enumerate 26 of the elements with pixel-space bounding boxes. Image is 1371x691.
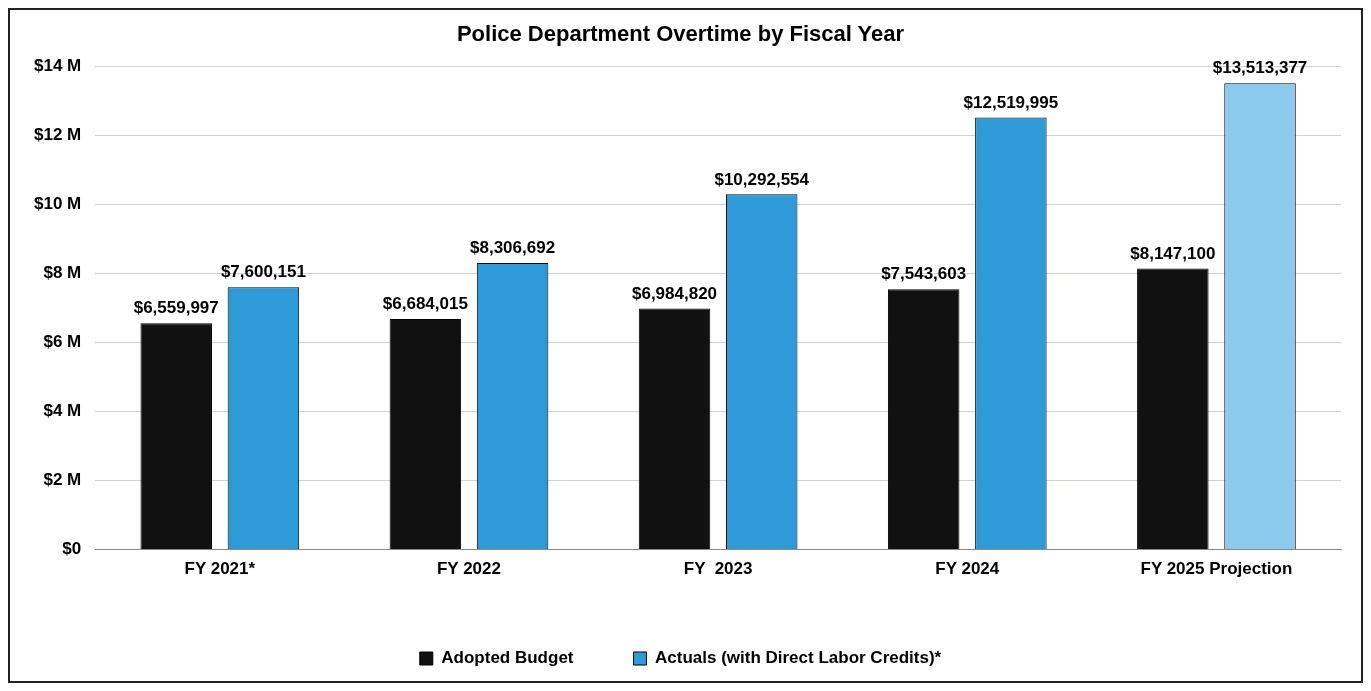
data-label: $6,559,997 <box>133 298 219 318</box>
data-label: $6,984,820 <box>631 283 718 303</box>
data-label: $10,292,554 <box>714 169 810 189</box>
data-label: $13,513,377 <box>1212 58 1308 78</box>
x-tick-label: FY 2023 <box>683 559 753 579</box>
y-tick-label: $8 M <box>43 263 82 283</box>
data-label: $12,519,995 <box>963 92 1059 112</box>
data-label: $7,600,151 <box>220 262 306 282</box>
x-tick-label: FY 2022 <box>436 559 501 579</box>
x-tick-label: FY 2021* <box>184 559 256 579</box>
data-label: $8,306,692 <box>470 238 556 258</box>
legend-label: Actuals (with Direct Labor Credits)* <box>654 648 942 668</box>
y-tick-label: $0 <box>62 539 82 559</box>
chart-title: Police Department Overtime by Fiscal Year <box>456 21 905 47</box>
y-tick-label: $6 M <box>43 332 82 352</box>
y-tick-label: $14 M <box>34 56 82 76</box>
y-tick-label: $4 M <box>43 401 82 421</box>
x-tick-label: FY 2024 <box>935 559 1000 579</box>
y-tick-label: $12 M <box>34 125 82 145</box>
legend-label: Adopted Budget <box>441 648 574 668</box>
data-label: $8,147,100 <box>1130 243 1216 263</box>
data-label: $6,684,015 <box>382 294 468 314</box>
y-tick-label: $2 M <box>43 470 82 490</box>
data-label: $7,543,603 <box>881 264 967 284</box>
y-tick-label: $10 M <box>34 194 82 214</box>
x-tick-label: FY 2025 Projection <box>1140 559 1293 579</box>
